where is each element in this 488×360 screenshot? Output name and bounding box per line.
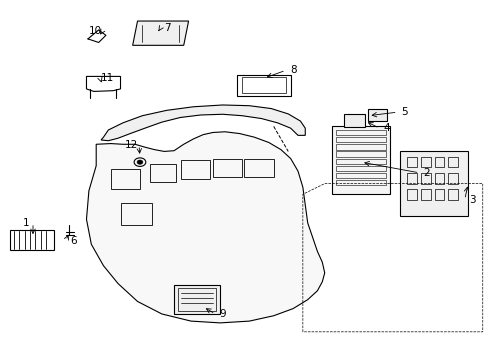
Bar — [335, 152, 386, 157]
Text: 1: 1 — [22, 218, 29, 228]
Bar — [212, 158, 242, 177]
Text: 12: 12 — [125, 140, 138, 150]
Bar — [447, 157, 457, 167]
Bar — [242, 77, 285, 93]
Polygon shape — [101, 105, 305, 141]
Polygon shape — [132, 21, 188, 45]
Bar — [407, 189, 416, 200]
Circle shape — [137, 160, 142, 164]
Bar — [120, 203, 152, 225]
Text: 2: 2 — [423, 168, 429, 178]
Bar — [178, 288, 216, 311]
Bar — [447, 173, 457, 184]
Text: 5: 5 — [401, 107, 407, 117]
Bar — [244, 158, 273, 177]
Bar — [181, 160, 210, 179]
Bar — [420, 157, 430, 167]
Bar — [331, 126, 389, 194]
Text: 9: 9 — [219, 309, 225, 319]
Bar — [174, 285, 220, 314]
Text: 8: 8 — [289, 65, 296, 75]
Bar — [407, 173, 416, 184]
Bar — [344, 114, 364, 127]
Text: 6: 6 — [70, 236, 77, 246]
Text: 10: 10 — [88, 26, 102, 36]
Bar — [335, 173, 386, 178]
Bar — [335, 158, 386, 164]
Bar — [399, 152, 467, 216]
Bar — [434, 157, 444, 167]
Bar — [111, 169, 140, 189]
Bar — [335, 166, 386, 171]
Bar — [335, 130, 386, 135]
Bar — [434, 173, 444, 184]
Bar — [407, 157, 416, 167]
Text: 4: 4 — [383, 123, 389, 133]
Bar — [335, 144, 386, 150]
Bar — [447, 189, 457, 200]
Bar — [10, 230, 54, 249]
Polygon shape — [86, 132, 324, 323]
Bar — [367, 109, 386, 121]
Text: 11: 11 — [101, 73, 114, 83]
Bar — [434, 189, 444, 200]
Bar — [335, 137, 386, 143]
Bar — [335, 180, 386, 185]
Bar — [149, 164, 176, 182]
Text: 3: 3 — [468, 195, 474, 204]
Bar — [420, 189, 430, 200]
Bar — [420, 173, 430, 184]
Text: 7: 7 — [164, 23, 171, 33]
Bar — [237, 75, 290, 96]
